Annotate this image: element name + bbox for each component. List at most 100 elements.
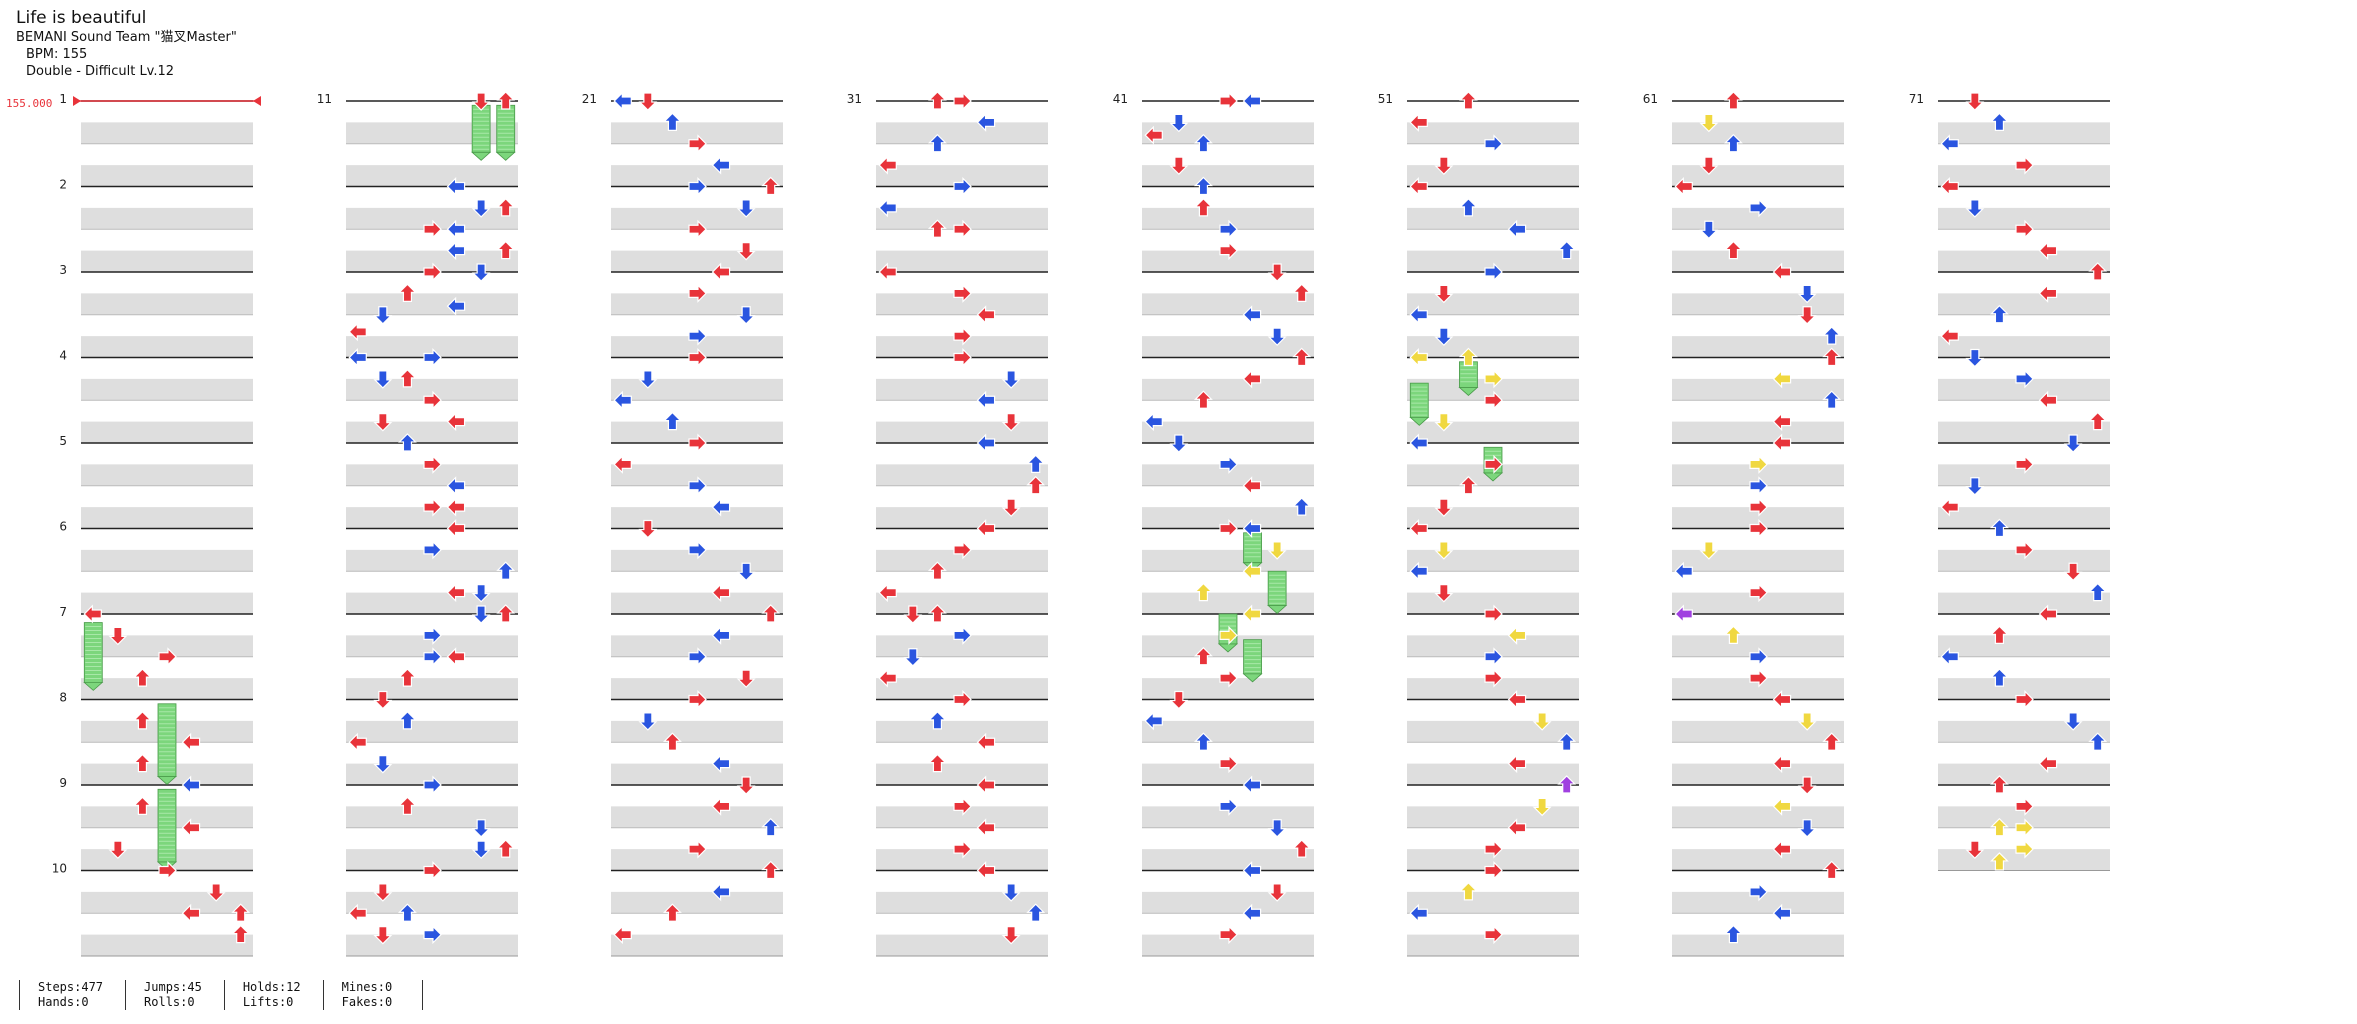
up-arrow-icon (1822, 390, 1842, 409)
down-arrow-icon (471, 840, 491, 859)
down-arrow-icon (638, 92, 658, 111)
beat-band (1407, 934, 1579, 956)
down-arrow-icon (2063, 434, 2083, 453)
right-arrow-icon (1749, 647, 1768, 667)
up-arrow-icon (1822, 326, 1842, 345)
right-arrow-icon (1219, 91, 1238, 111)
right-arrow-icon (1484, 839, 1503, 859)
hold-note (1242, 639, 1263, 683)
measure (611, 869, 783, 957)
up-arrow-icon (927, 91, 947, 110)
beat-band (1407, 122, 1579, 144)
up-arrow-icon (496, 198, 516, 217)
beat-band (611, 165, 783, 187)
beat-band (1142, 763, 1314, 785)
measure-number: 11 (317, 92, 332, 106)
beat-band (876, 891, 1048, 914)
beat-band (1407, 207, 1579, 230)
up-arrow-icon (132, 753, 152, 773)
right-arrow-icon (1749, 476, 1768, 496)
measure: 2 (59, 178, 253, 272)
measure (1672, 869, 1844, 957)
beat-band (611, 207, 783, 230)
beat-band (1938, 207, 2110, 230)
left-arrow-icon (348, 732, 367, 752)
left-arrow-icon (1940, 497, 1959, 517)
up-arrow-icon (1989, 112, 2009, 131)
left-arrow-icon (1507, 219, 1527, 239)
beat-band (1672, 378, 1844, 401)
left-arrow-icon (711, 625, 731, 645)
measure (346, 442, 518, 529)
right-arrow-icon (423, 219, 442, 239)
up-arrow-icon (761, 604, 781, 623)
measure (1672, 698, 1844, 785)
right-arrow-icon (953, 348, 972, 367)
right-arrow-icon (1484, 454, 1503, 474)
beat-band (1407, 763, 1579, 785)
left-arrow-icon (1242, 519, 1262, 538)
beat-band (1938, 165, 2110, 187)
right-arrow-icon (1484, 668, 1503, 688)
measure: 21 (582, 92, 783, 187)
measure-number: 3 (59, 263, 67, 277)
right-arrow-icon (1219, 219, 1238, 239)
beat-band (81, 293, 253, 315)
up-arrow-icon (1193, 198, 1213, 217)
left-arrow-icon (1242, 305, 1262, 325)
beat-band (346, 165, 518, 187)
up-arrow-icon (2088, 262, 2108, 281)
measure (876, 185, 1048, 272)
left-arrow-icon (1409, 433, 1428, 453)
left-arrow-icon (1940, 326, 1959, 346)
beat-band (876, 421, 1048, 443)
left-arrow-icon (1772, 369, 1792, 389)
up-arrow-icon (1458, 198, 1478, 217)
right-arrow-icon (1484, 369, 1503, 389)
beat-band (876, 507, 1048, 529)
measure (346, 869, 518, 957)
beat-band (1938, 293, 2110, 315)
beat-band (1672, 165, 1844, 187)
stat-holds: Holds:12 (242, 980, 301, 994)
beat-band (1407, 720, 1579, 743)
left-arrow-icon (711, 497, 731, 517)
left-arrow-icon (711, 262, 731, 282)
beat-band (611, 720, 783, 743)
up-arrow-icon (496, 91, 516, 110)
beat-band (1142, 464, 1314, 486)
left-arrow-icon (446, 497, 466, 517)
down-arrow-icon (373, 413, 393, 432)
down-arrow-icon (2063, 712, 2083, 731)
beat-band (876, 849, 1048, 871)
right-arrow-icon (953, 177, 972, 196)
measure (611, 613, 783, 700)
beat-band (876, 549, 1048, 572)
beat-band (1142, 720, 1314, 743)
up-arrow-icon (1822, 347, 1842, 367)
up-arrow-icon (496, 240, 516, 260)
beat-band (1407, 250, 1579, 272)
down-arrow-icon (1434, 413, 1454, 432)
measure-number: 4 (59, 349, 67, 363)
beat-band (1938, 806, 2110, 828)
beat-band (1142, 891, 1314, 914)
right-arrow-icon (688, 433, 707, 453)
measure (1142, 698, 1314, 785)
measure-number: 51 (1378, 92, 1393, 106)
measure (611, 356, 783, 443)
right-arrow-icon (2015, 839, 2034, 859)
song-info: Life is beautiful BEMANI Sound Team "猫叉M… (16, 8, 237, 80)
down-arrow-icon (1797, 712, 1817, 731)
beat-band (1407, 507, 1579, 529)
stats-group-steps: Steps:477 Hands:0 (19, 980, 125, 1010)
beat-band (1672, 336, 1844, 358)
stats-group-jumps: Jumps:45 Rolls:0 (125, 980, 224, 1010)
song-difficulty: Double - Difficult Lv.12 (26, 64, 175, 79)
up-arrow-icon (927, 219, 947, 238)
up-arrow-icon (397, 711, 417, 730)
right-arrow-icon (2015, 796, 2034, 816)
beat-band (1672, 293, 1844, 315)
right-arrow-icon (423, 497, 442, 517)
up-arrow-icon (132, 796, 152, 815)
